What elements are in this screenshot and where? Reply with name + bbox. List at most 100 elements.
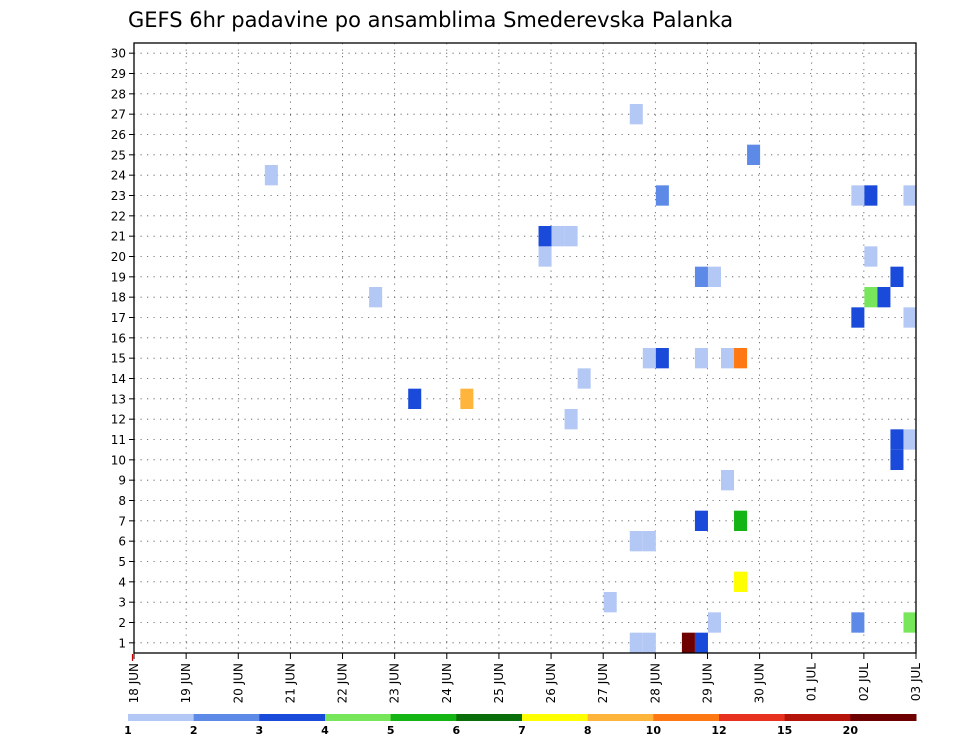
- precip-cell: [694, 266, 708, 287]
- precip-cell: [877, 287, 891, 308]
- precip-cell: [864, 185, 878, 206]
- y-tick-label: 17: [111, 311, 126, 325]
- precip-cell: [721, 348, 735, 369]
- precip-cell: [721, 470, 735, 491]
- legend-label: 7: [518, 724, 526, 737]
- legend-label: 15: [777, 724, 792, 737]
- x-tick-label: 03 JUL: [909, 663, 923, 701]
- precip-cell: [551, 226, 565, 247]
- x-tick-label: 24 JUN: [440, 663, 454, 703]
- plot-area-frame: [133, 42, 917, 654]
- precip-cell: [747, 144, 761, 165]
- legend-swatch: [587, 714, 654, 721]
- precip-cell: [903, 429, 916, 450]
- y-tick-label: 26: [111, 128, 126, 142]
- precip-cell: [603, 592, 617, 613]
- precip-cell: [851, 307, 865, 328]
- x-tick-label: 19 JUN: [179, 663, 193, 703]
- precip-cell: [460, 388, 474, 409]
- precip-cell: [264, 165, 278, 186]
- precip-cell: [707, 612, 721, 633]
- precip-cell: [577, 368, 591, 389]
- y-tick-label: 16: [111, 331, 126, 345]
- legend-swatch: [259, 714, 326, 721]
- precip-cell: [903, 612, 916, 633]
- precip-cell: [734, 571, 748, 592]
- precip-cell: [694, 348, 708, 369]
- legend-label: 5: [387, 724, 395, 737]
- y-tick-label: 21: [111, 230, 126, 244]
- precip-cell: [851, 612, 865, 633]
- legend-label: 12: [711, 724, 726, 737]
- y-tick-label: 13: [111, 392, 126, 406]
- precip-cell: [642, 531, 656, 552]
- precip-cell: [734, 510, 748, 531]
- legend-label: 4: [321, 724, 329, 737]
- precipitation-cells: [264, 104, 916, 653]
- precip-cell: [655, 185, 669, 206]
- y-tick-label: 3: [118, 596, 126, 610]
- legend-swatch: [325, 714, 392, 721]
- x-tick-label: 18 JUN: [127, 663, 141, 703]
- y-tick-label: 30: [111, 47, 126, 61]
- y-tick-label: 20: [111, 250, 126, 264]
- y-tick-label: 14: [111, 372, 126, 386]
- x-tick-label: 01 JUL: [805, 663, 819, 701]
- x-tick-label: 26 JUN: [544, 663, 558, 703]
- precip-cell: [369, 287, 383, 308]
- precip-cell: [538, 246, 552, 267]
- x-tick-label: 29 JUN: [700, 663, 714, 703]
- precip-cell: [629, 632, 643, 653]
- legend-swatch: [850, 714, 917, 721]
- legend-label: 1: [124, 724, 132, 737]
- y-tick-label: 24: [111, 169, 126, 183]
- y-tick-label: 9: [118, 474, 126, 488]
- color-legend: 1 2 3 4 5 6 7 8 10 12 15 20: [124, 714, 917, 737]
- y-tick-label: 19: [111, 270, 126, 284]
- precip-cell: [890, 429, 904, 450]
- precip-cell: [851, 185, 865, 206]
- legend-swatch: [719, 714, 786, 721]
- precip-cell: [694, 510, 708, 531]
- precip-cell: [864, 287, 878, 308]
- y-tick-label: 7: [118, 514, 126, 528]
- precip-cell: [408, 388, 422, 409]
- precip-cell: [903, 307, 916, 328]
- precip-cell: [864, 246, 878, 267]
- y-tick-label: 4: [118, 575, 126, 589]
- legend-swatch: [390, 714, 457, 721]
- y-axis: 1234567891011121314151617181920212223242…: [111, 47, 134, 650]
- precip-cell: [642, 348, 656, 369]
- y-tick-label: 2: [118, 616, 126, 630]
- y-tick-label: 11: [111, 433, 126, 447]
- legend-label: 2: [190, 724, 198, 737]
- precip-cell: [655, 348, 669, 369]
- precip-cell: [642, 632, 656, 653]
- precip-cell: [903, 185, 916, 206]
- x-tick-label: 02 JUL: [857, 663, 871, 701]
- precip-cell: [564, 409, 578, 430]
- x-tick-label: 28 JUN: [648, 663, 662, 703]
- x-tick-label: 27 JUN: [596, 663, 610, 703]
- y-tick-label: 5: [118, 555, 126, 569]
- y-tick-label: 27: [111, 108, 126, 122]
- y-tick-label: 22: [111, 209, 126, 223]
- y-tick-label: 8: [118, 494, 126, 508]
- legend-label: 20: [843, 724, 859, 737]
- legend-swatch: [456, 714, 523, 721]
- x-tick-label: 21 JUN: [283, 663, 297, 703]
- precip-cell: [734, 348, 748, 369]
- precip-cell: [694, 632, 708, 653]
- precip-cell: [681, 632, 695, 653]
- precip-cell: [707, 266, 721, 287]
- x-tick-label: 20 JUN: [231, 663, 245, 703]
- legend-label: 3: [256, 724, 264, 737]
- legend-swatch: [193, 714, 260, 721]
- legend-swatch: [128, 714, 195, 721]
- legend-swatch: [784, 714, 851, 721]
- y-tick-label: 6: [118, 535, 126, 549]
- y-tick-label: 29: [111, 67, 126, 81]
- x-tick-label: 23 JUN: [388, 663, 402, 703]
- legend-swatch: [653, 714, 720, 721]
